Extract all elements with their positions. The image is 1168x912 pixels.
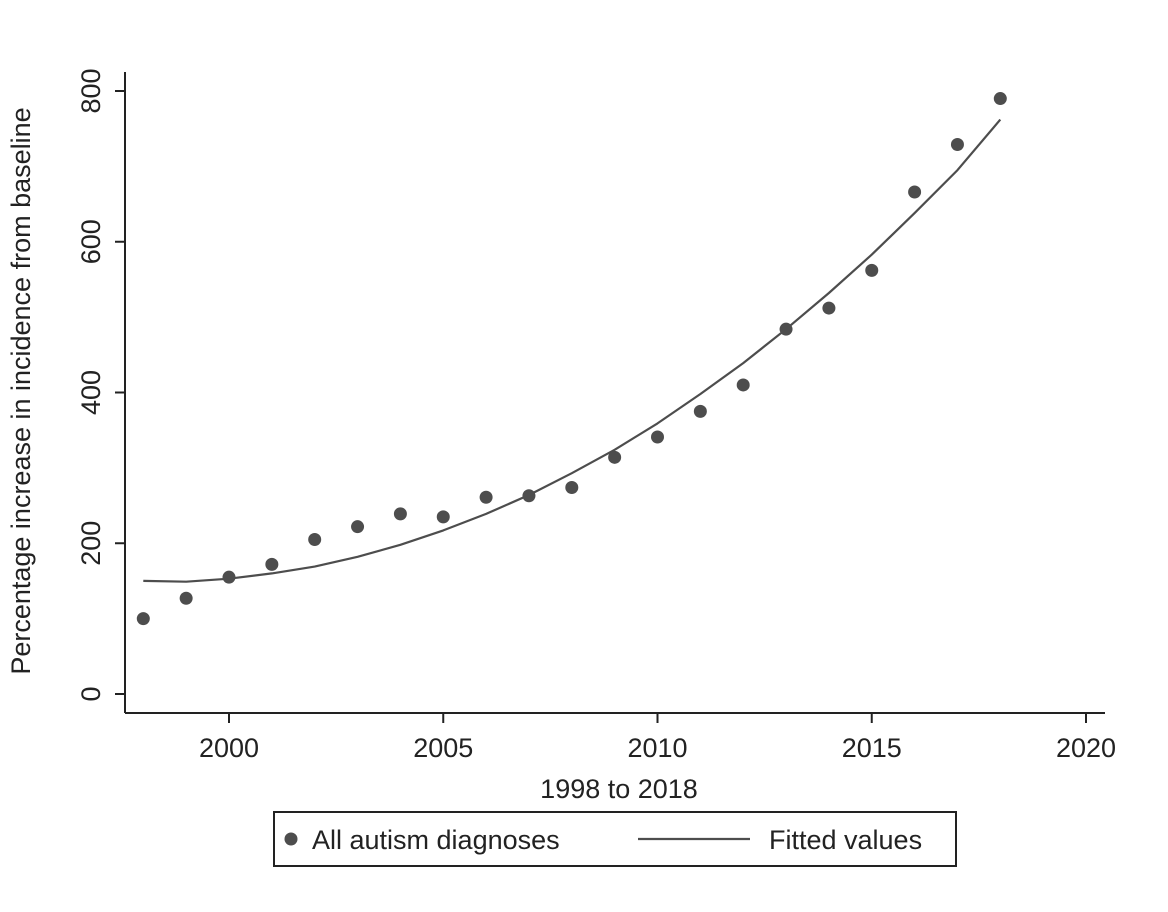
- y-axis-title: Percentage increase in incidence from ba…: [6, 107, 36, 674]
- data-point: [950, 138, 964, 152]
- data-point: [865, 263, 879, 277]
- y-tick-label: 400: [76, 370, 106, 415]
- plot-area: [136, 92, 1007, 626]
- x-axis-title: 1998 to 2018: [540, 774, 698, 804]
- x-tick-label: 2005: [413, 733, 473, 763]
- data-point: [908, 185, 922, 199]
- y-tick-label: 600: [76, 219, 106, 264]
- data-point: [779, 322, 793, 336]
- y-tick-label: 200: [76, 521, 106, 566]
- data-point: [222, 570, 236, 584]
- axes: 2000 2005 2010 2015 2020 0 200 400 600 800: [76, 68, 1116, 763]
- data-point: [565, 480, 579, 494]
- data-point: [351, 520, 365, 534]
- data-point: [136, 612, 150, 626]
- x-tick-label: 2010: [627, 733, 687, 763]
- data-point: [479, 490, 493, 504]
- x-tick-label: 2000: [199, 733, 259, 763]
- y-tick-label: 800: [76, 68, 106, 113]
- data-point: [993, 92, 1007, 106]
- data-point: [736, 378, 750, 392]
- data-point: [608, 450, 622, 464]
- x-tick-label: 2015: [842, 733, 902, 763]
- data-point: [651, 430, 664, 444]
- data-point: [522, 489, 536, 503]
- fitted-values-line: [143, 118, 1002, 583]
- legend: All autism diagnoses Fitted values: [273, 811, 957, 867]
- legend-box: [273, 811, 957, 867]
- data-point: [179, 591, 193, 605]
- data-point: [308, 532, 322, 546]
- data-point: [265, 557, 279, 571]
- legend-label-scatter: All autism diagnoses: [312, 825, 560, 855]
- data-point: [693, 404, 707, 418]
- x-tick-label: 2020: [1056, 733, 1116, 763]
- y-tick-label: 0: [76, 686, 106, 701]
- data-point: [436, 510, 450, 524]
- data-point: [822, 301, 836, 315]
- legend-label-line: Fitted values: [769, 825, 922, 855]
- data-point: [393, 507, 407, 521]
- legend-marker-scatter: [284, 832, 298, 846]
